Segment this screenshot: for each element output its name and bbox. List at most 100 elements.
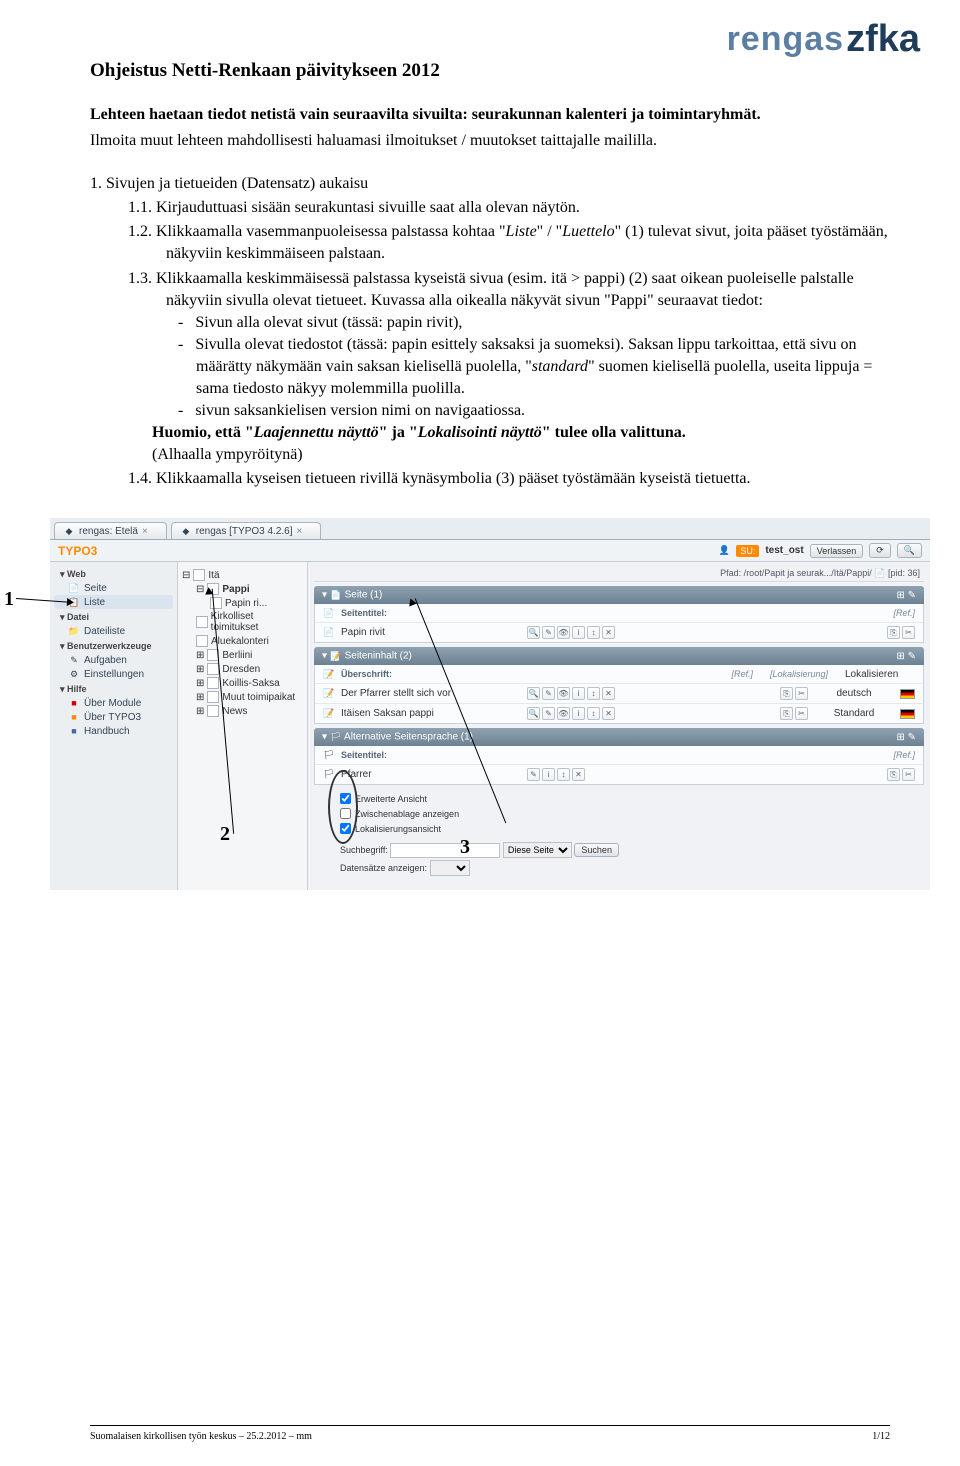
panel-header[interactable]: ▾ 🏳 Alternative Seitensprache (1)⊞ ✎ [314,728,924,746]
copy-icon[interactable]: ⎘ [887,626,900,639]
check-localize[interactable]: Lokalisierungsansicht [314,821,924,836]
move-icon[interactable]: ↕ [557,768,570,781]
edit-icon[interactable]: ✎ [542,707,555,720]
tree-item[interactable]: ⊞Koillis-Saksa [196,676,301,690]
page-icon: 📄 [323,627,335,639]
move-icon[interactable]: ↕ [587,626,600,639]
hide-icon[interactable]: 👁 [557,626,570,639]
hide-icon[interactable]: 👁 [557,707,570,720]
item-1-3: 1.3. Klikkaamalla keskimmäisessä palstas… [128,268,890,312]
info-icon: ■ [68,697,80,709]
tree-item[interactable]: ⊞Berliini [196,648,301,662]
page-icon: 📄 [330,589,342,601]
info-icon[interactable]: i [542,768,555,781]
del-icon[interactable]: ✕ [572,768,585,781]
close-icon[interactable]: × [142,526,148,537]
logo-part2: zfka [846,18,920,61]
search-icon[interactable]: 🔍 [897,543,922,558]
page-icon [196,616,208,628]
records-select[interactable] [430,860,470,876]
move-icon[interactable]: ↕ [587,707,600,720]
menu-tasks[interactable]: ✎Aufgaben [54,653,173,667]
info-icon[interactable]: i [572,707,585,720]
cut-icon[interactable]: ✂ [795,687,808,700]
logo: rengaszfka [727,18,920,61]
del-icon[interactable]: ✕ [602,707,615,720]
cut-icon[interactable]: ✂ [902,626,915,639]
menu-settings[interactable]: ⚙Einstellungen [54,667,173,681]
cut-icon[interactable]: ✂ [795,707,808,720]
tree-item[interactable]: ⊞News [196,704,301,718]
callout-1: 1 [4,588,14,611]
info-icon[interactable]: i [572,626,585,639]
edit-icon[interactable]: ✎ [542,626,555,639]
item-1-4: 1.4. Klikkaamalla kyseisen tietueen rivi… [128,468,890,490]
table-row[interactable]: 📝Itäisen Saksan pappi 🔍✎👁i↕✕ ⎘✂ Standard [315,704,923,723]
view-icon[interactable]: 🔍 [527,687,540,700]
cms-topbar: TYPO3 👤 SU: test_ost Verlassen ⟳ 🔍 [50,540,930,562]
content-area: Pfad: /root/Papit ja seurak.../Itä/Pappi… [308,562,930,890]
page-icon [193,569,205,581]
tree-item[interactable]: Kirkolliset toimitukset [196,610,301,634]
callout-3: 3 [460,836,470,859]
copy-icon[interactable]: ⎘ [887,768,900,781]
panel-seiteninhalt: ▾ 📝 Seiteninhalt (2)⊞ ✎ 📝Überschrift:[Re… [314,647,924,724]
tree-item[interactable]: ⊞Dresden [196,662,301,676]
page-icon [207,677,219,689]
view-icon[interactable]: 🔍 [527,626,540,639]
tree-item[interactable]: ⊞Muut toimipaikat [196,690,301,704]
logo-part1: rengas [727,20,845,59]
view-icon[interactable]: 🔍 [527,707,540,720]
table-row[interactable]: 📄Papin rivit 🔍✎👁i↕✕ ⎘✂ [315,623,923,642]
panel-header[interactable]: ▾ 📝 Seiteninhalt (2)⊞ ✎ [314,647,924,665]
folder-icon: 📁 [68,625,80,637]
page-icon [196,635,208,647]
menu-handbuch[interactable]: ■Handbuch [54,724,173,738]
info-icon[interactable]: i [572,687,585,700]
page-icon [207,691,219,703]
menu-dateiliste[interactable]: 📁Dateiliste [54,624,173,638]
check-extended[interactable]: Erweiterte Ansicht [314,791,924,806]
table-row[interactable]: 🏳Pfarrer ✎i↕✕ ⎘✂ [315,765,923,784]
hide-icon[interactable]: 👁 [557,687,570,700]
scope-select[interactable]: Diese Seite [503,842,572,858]
tab-2[interactable]: ◆rengas [TYPO3 4.2.6]× [171,522,322,539]
content-icon: 📝 [323,668,335,680]
footer-rule [90,1425,890,1426]
copy-icon[interactable]: ⎘ [780,707,793,720]
copy-icon[interactable]: ⎘ [780,687,793,700]
page-icon: 📄 [323,607,335,619]
content-icon: 📝 [323,688,335,700]
close-icon[interactable]: × [297,526,303,537]
intro-bold: Lehteen haetaan tiedot netistä vain seur… [90,104,890,126]
panel-seite: ▾ 📄 Seite (1)⊞ ✎ 📄Seitentitel:[Ref.] 📄Pa… [314,586,924,643]
del-icon[interactable]: ✕ [602,687,615,700]
check-clipboard[interactable]: Zwischenablage anzeigen [314,806,924,821]
edit-icon[interactable]: ✎ [527,768,540,781]
menu-section-hilfe: ▾ Hilfe [54,681,173,696]
search-button[interactable]: Suchen [574,843,619,857]
edit-icon[interactable]: ✎ [542,687,555,700]
table-row[interactable]: 📝Der Pfarrer stellt sich vor 🔍✎👁i↕✕ ⎘✂ d… [315,684,923,704]
content-icon: 📝 [323,708,335,720]
search-input[interactable] [390,843,500,858]
huomio-line: Huomio, että "Laajennettu näyttö" ja "Lo… [90,422,890,444]
logout-button[interactable]: Verlassen [810,544,864,558]
records-label: Datensätze anzeigen: [340,863,427,873]
menu-typo[interactable]: ■Über TYPO3 [54,710,173,724]
panel-header[interactable]: ▾ 📄 Seite (1)⊞ ✎ [314,586,924,604]
menu-seite[interactable]: 📄Seite [54,581,173,595]
cut-icon[interactable]: ✂ [902,768,915,781]
arrow-head-icon [205,587,214,595]
tree-root[interactable]: ⊟Itä [182,568,301,582]
tree-item[interactable]: Papin ri... [210,596,301,610]
menu-modules[interactable]: ■Über Module [54,696,173,710]
refresh-icon[interactable]: ⟳ [869,543,891,558]
move-icon[interactable]: ↕ [587,687,600,700]
del-icon[interactable]: ✕ [602,626,615,639]
su-label: SU: [736,545,759,557]
tree-item[interactable]: Aluekalonteri [196,634,301,648]
heading-1: 1. Sivujen ja tietueiden (Datensatz) auk… [90,173,890,195]
footer-right: 1/12 [872,1431,890,1442]
tab-1[interactable]: ◆rengas: Etelä× [54,522,167,539]
